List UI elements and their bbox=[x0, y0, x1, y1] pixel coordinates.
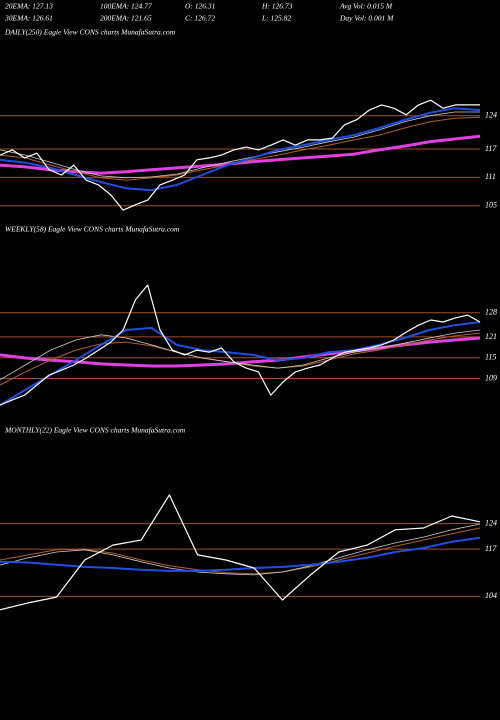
series-line bbox=[0, 107, 481, 192]
series-line bbox=[0, 523, 481, 576]
y-tick-label: 121 bbox=[485, 332, 497, 341]
stat: 200EMA: 121.65 bbox=[100, 14, 152, 23]
y-tick-label: 128 bbox=[485, 308, 497, 317]
y-tick-label: 124 bbox=[485, 518, 497, 527]
y-tick-label: 109 bbox=[485, 373, 497, 382]
y-tick-label: 115 bbox=[485, 353, 496, 362]
series-line bbox=[0, 329, 481, 381]
series-line bbox=[0, 284, 481, 406]
y-tick-label: 105 bbox=[485, 201, 497, 210]
y-tick-label: 124 bbox=[485, 111, 497, 120]
y-tick-label: 117 bbox=[485, 544, 497, 553]
stat: H: 126.73 bbox=[261, 2, 293, 11]
y-tick-label: 104 bbox=[485, 591, 497, 600]
stat: Avg Vol: 0.015 M bbox=[339, 2, 393, 11]
stat: 100EMA: 124.77 bbox=[100, 2, 152, 11]
stat: Day Vol: 0.001 M bbox=[339, 14, 394, 23]
stat: 20EMA: 127.13 bbox=[5, 2, 53, 11]
stat: C: 126.72 bbox=[185, 14, 215, 23]
stat: 30EMA: 126.61 bbox=[4, 14, 53, 23]
panel-title: DAILY(250) Eagle View CONS charts Munafa… bbox=[4, 28, 176, 37]
stat: L: 125.82 bbox=[261, 14, 291, 23]
series-line bbox=[0, 332, 481, 386]
panel-title: WEEKLY(58) Eagle View CONS charts Munafa… bbox=[5, 225, 180, 234]
series-line bbox=[0, 494, 481, 611]
y-tick-label: 111 bbox=[485, 172, 496, 181]
series-line bbox=[0, 111, 480, 179]
stat: O: 126.31 bbox=[185, 2, 215, 11]
panel-title: MONTHLY(22) Eagle View CONS charts Munaf… bbox=[4, 426, 186, 435]
y-tick-label: 117 bbox=[485, 144, 497, 153]
series-line bbox=[0, 321, 481, 406]
series-line bbox=[0, 99, 480, 211]
series-line bbox=[0, 527, 481, 575]
